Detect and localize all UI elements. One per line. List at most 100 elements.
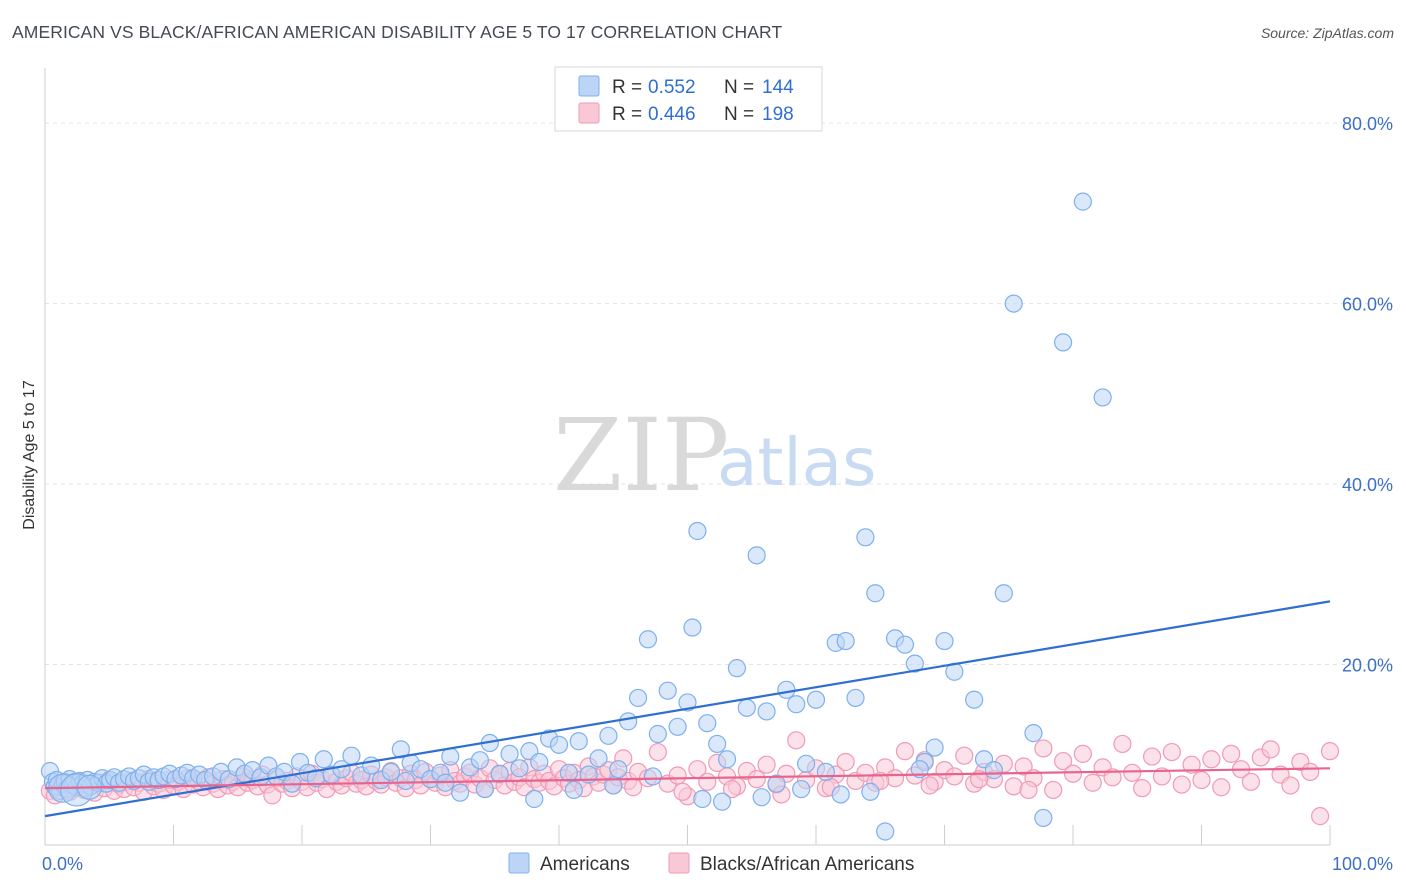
point-americans	[846, 688, 865, 708]
point-blacks	[1113, 734, 1132, 754]
point-americans	[861, 782, 880, 801]
chart-source: Source: ZipAtlas.com	[1260, 25, 1394, 41]
point-americans	[619, 712, 638, 731]
chart-title: AMERICAN VS BLACK/AFRICAN AMERICAN DISAB…	[12, 22, 783, 42]
point-americans	[628, 688, 648, 708]
y-tick-label: 20.0%	[1342, 656, 1393, 676]
bottom-legend-americans: Americans	[540, 854, 630, 875]
point-blacks	[895, 742, 915, 761]
trend-line-americans	[44, 600, 1331, 818]
point-americans	[658, 681, 677, 700]
point-americans	[708, 734, 727, 754]
bottom-legend: Americans Blacks/African Americans	[508, 852, 914, 875]
watermark-zip: ZIP	[553, 397, 729, 514]
point-americans	[648, 724, 667, 744]
point-blacks	[1320, 742, 1340, 761]
point-blacks	[1073, 744, 1092, 763]
point-blacks	[1172, 775, 1191, 794]
point-blacks	[1212, 778, 1231, 797]
point-blacks	[1133, 779, 1152, 798]
point-americans	[905, 654, 924, 673]
point-americans	[314, 750, 333, 769]
point-americans	[1024, 724, 1043, 743]
point-blacks	[1301, 762, 1320, 782]
point-blacks	[1083, 773, 1102, 792]
point-americans	[683, 618, 702, 637]
point-blacks	[747, 770, 766, 789]
point-blacks	[757, 755, 776, 774]
point-blacks	[787, 731, 806, 750]
point-americans	[381, 762, 401, 782]
point-americans	[693, 789, 712, 809]
point-americans	[688, 521, 707, 541]
point-blacks	[836, 752, 855, 772]
point-americans	[643, 767, 663, 786]
x-tick-label: 100.0%	[1332, 854, 1393, 874]
trend-line-blacks	[44, 767, 1331, 790]
point-blacks	[1004, 777, 1023, 796]
legend-n-value-2: 198	[762, 104, 794, 125]
y-tick-label: 40.0%	[1342, 475, 1393, 495]
point-americans	[698, 714, 717, 733]
legend-n-label-1: N =	[724, 77, 754, 98]
point-americans	[500, 744, 519, 763]
y-axis-label: Disability Age 5 to 17	[21, 380, 38, 530]
point-blacks	[1182, 755, 1201, 774]
point-americans	[441, 747, 460, 766]
point-americans	[391, 740, 410, 759]
point-blacks	[1162, 742, 1181, 762]
point-americans	[559, 763, 578, 782]
point-blacks	[1202, 750, 1221, 769]
x-tick-label: 0.0%	[42, 854, 83, 874]
point-americans	[342, 746, 361, 765]
point-americans	[549, 735, 569, 754]
point-blacks	[1261, 740, 1280, 759]
grid-lines	[45, 122, 1392, 666]
legend-swatch-americans	[578, 75, 600, 97]
point-blacks	[1152, 767, 1172, 786]
point-blacks	[698, 772, 717, 791]
point-americans	[727, 659, 747, 678]
point-americans	[757, 702, 776, 721]
point-blacks	[1123, 763, 1142, 782]
bottom-legend-blacks: Blacks/African Americans	[700, 854, 914, 875]
point-blacks	[1142, 747, 1162, 766]
legend-swatch-blacks	[578, 102, 600, 124]
point-blacks	[1192, 770, 1211, 790]
point-americans	[831, 785, 850, 804]
point-blacks	[648, 742, 667, 762]
point-blacks	[1019, 780, 1038, 800]
legend-r-value-2: 0.446	[648, 104, 696, 125]
y-tick-labels: 20.0% 40.0% 60.0% 80.0%	[1342, 114, 1393, 675]
y-tick-label: 80.0%	[1342, 114, 1393, 134]
point-blacks	[1054, 751, 1073, 771]
point-blacks	[1241, 772, 1261, 791]
point-blacks	[1034, 739, 1053, 758]
legend-r-label-1: R =	[612, 77, 642, 98]
legend-n-value-1: 144	[762, 77, 794, 98]
legend-n-label-2: N =	[724, 104, 754, 125]
point-americans	[490, 764, 509, 783]
point-americans	[752, 788, 771, 807]
point-americans	[994, 584, 1013, 603]
point-americans	[717, 750, 737, 769]
point-blacks	[1103, 768, 1122, 787]
bottom-legend-swatch-americans	[508, 852, 530, 874]
point-americans	[678, 693, 697, 712]
point-americans	[767, 774, 786, 793]
series-americans-points	[40, 192, 1112, 841]
point-americans	[935, 631, 954, 651]
point-americans	[925, 738, 944, 757]
point-americans	[604, 776, 623, 795]
point-americans	[816, 762, 835, 782]
legend-r-value-1: 0.552	[648, 77, 696, 98]
point-americans	[1034, 808, 1053, 828]
point-blacks	[1222, 744, 1241, 763]
point-blacks	[673, 782, 692, 801]
point-blacks	[1044, 780, 1063, 800]
point-blacks	[885, 769, 905, 788]
point-blacks	[920, 776, 939, 795]
point-blacks	[1281, 776, 1300, 795]
point-americans	[1073, 192, 1092, 211]
